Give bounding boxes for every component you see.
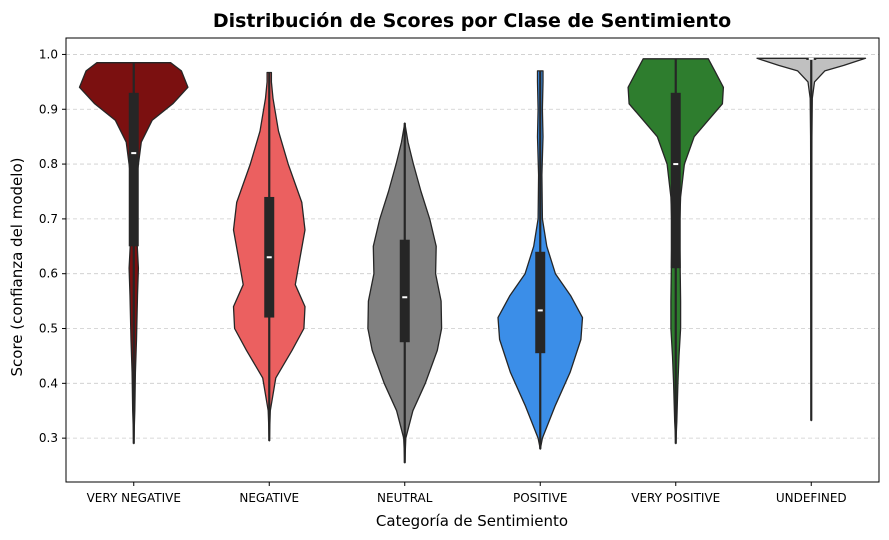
- x-axis-label: Categoría de Sentimiento: [376, 512, 568, 530]
- iqr-box: [399, 239, 410, 343]
- x-tick-label: UNDEFINED: [776, 491, 847, 505]
- grid-layer: [66, 54, 879, 439]
- y-tick-label: 0.7: [39, 212, 58, 226]
- iqr-box: [128, 92, 139, 247]
- x-tick-label: VERY POSITIVE: [631, 491, 720, 505]
- axis-layer: 0.3 0.4 0.5 0.6 0.7 0.8 0.9 1.0 VERY NEGATIVE NEG…: [39, 47, 847, 505]
- y-tick-label: 1.0: [39, 47, 58, 61]
- iqr-box: [670, 92, 681, 269]
- x-tick-label: NEGATIVE: [239, 491, 299, 505]
- y-tick-label: 0.8: [39, 157, 58, 171]
- y-axis-label: Score (confianza del modelo): [8, 158, 26, 377]
- y-tick-label: 0.3: [39, 431, 58, 445]
- y-tick-label: 0.4: [39, 376, 58, 390]
- plot-frame: [65, 37, 880, 483]
- violin-layer: [78, 57, 867, 464]
- y-tick-label: 0.9: [39, 102, 58, 116]
- x-tick-label: NEUTRAL: [377, 491, 433, 505]
- iqr-box: [535, 251, 546, 354]
- chart-title: Distribución de Scores por Clase de Sent…: [213, 10, 731, 32]
- x-tick-label: POSITIVE: [513, 491, 568, 505]
- y-tick-label: 0.6: [39, 267, 58, 281]
- x-tick-label: VERY NEGATIVE: [87, 491, 181, 505]
- y-tick-label: 0.5: [39, 322, 58, 336]
